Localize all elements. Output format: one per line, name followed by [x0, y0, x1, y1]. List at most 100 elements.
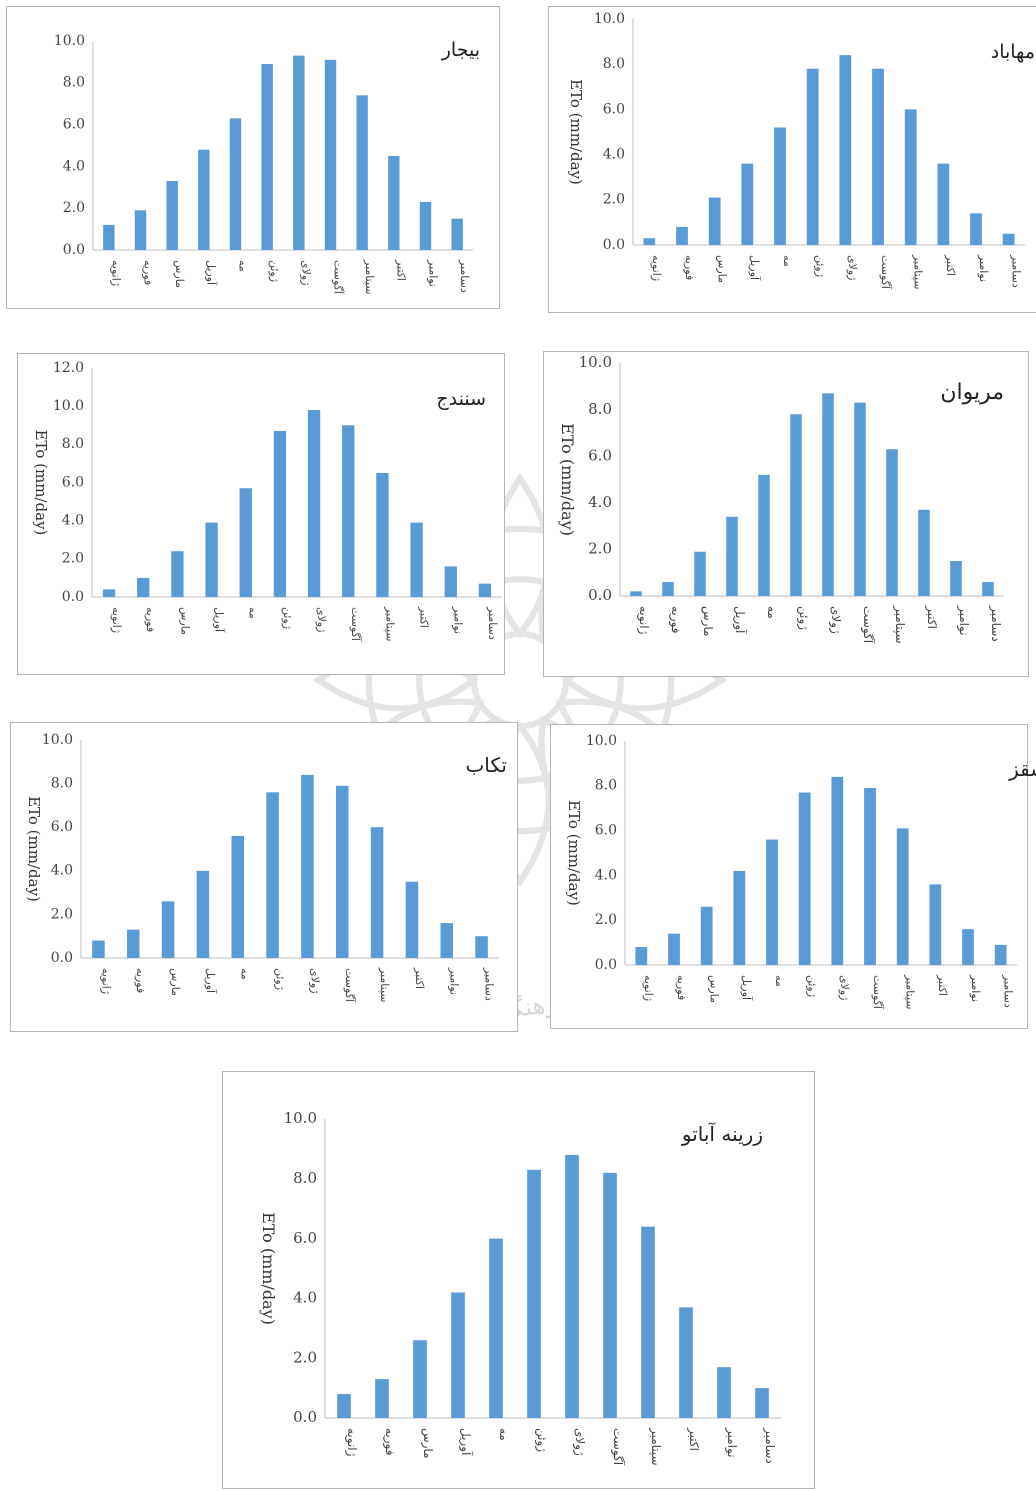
x-category-label: ژوئن [273, 968, 286, 990]
x-category-label: آوریل [732, 606, 748, 634]
bar [668, 933, 680, 965]
y-tick-label: 6.0 [51, 819, 73, 835]
x-category-label: مارس [178, 607, 191, 635]
bar [166, 181, 178, 250]
y-tick-label: 0.0 [588, 586, 612, 604]
bar [92, 940, 105, 958]
x-category-label: آگوست [879, 255, 893, 290]
x-category-label: ژوئن [796, 606, 811, 630]
y-tick-label: 2.0 [595, 912, 617, 928]
y-tick-label: 0.0 [51, 950, 73, 966]
bar [126, 929, 140, 958]
bar [886, 449, 898, 596]
x-category-label: مه [239, 968, 252, 980]
bar [676, 226, 688, 245]
x-category-label: ژانویه [99, 968, 112, 994]
chart-svg: 0.0 2.0 4.0 6.0 8.0 10.0 ژانویه فوریه مارس آوریل م… [567, 11, 1025, 290]
x-category-label: مارس [173, 260, 186, 288]
y-tick-label: 8.0 [62, 436, 84, 452]
bar [134, 210, 147, 250]
bar [641, 1226, 655, 1418]
bar [266, 792, 279, 958]
bar [161, 901, 175, 958]
x-category-label: اکتبر [936, 974, 949, 996]
x-category-label: ژانویه [110, 607, 123, 633]
x-category-label: مه [781, 255, 794, 267]
y-tick-label: 4.0 [293, 1289, 317, 1307]
bar [198, 149, 210, 250]
bar [413, 1340, 427, 1418]
bar [970, 213, 982, 245]
chart-svg: 0.0 2.0 4.0 6.0 8.0 10.0 ژانویه فوریه مارس آوریل م… [565, 733, 1017, 1010]
x-category-label: نوامبر [452, 606, 465, 634]
x-category-label: مه [247, 607, 260, 619]
chart-panel-zarrineh-abatu: 0.0 2.0 4.0 6.0 8.0 10.0 ژانویه فوریه مارس آوریل م… [222, 1071, 815, 1489]
bar [405, 881, 419, 958]
bar [205, 522, 218, 597]
bar [918, 509, 930, 596]
bar [790, 414, 802, 596]
x-category-label: اکتبر [686, 1427, 701, 1451]
bar [662, 582, 674, 596]
x-category-label: ژولای [572, 1428, 587, 1456]
bar [758, 474, 770, 596]
x-category-label: ژوئن [814, 255, 827, 277]
y-tick-label: 0.0 [293, 1408, 317, 1426]
x-category-label: ژولای [308, 968, 321, 994]
x-category-label: مه [497, 1428, 511, 1441]
y-tick-label: 2.0 [51, 906, 73, 922]
bar [261, 63, 273, 250]
y-axis-title: ETo (mm/day) [32, 430, 50, 536]
x-category-label: آوریل [204, 968, 218, 994]
bar [822, 393, 834, 596]
chart-title: سقز [1009, 757, 1036, 781]
chart-svg: 0.0 2.0 4.0 6.0 8.0 10.0 ژانویه فوریه مارس آوریل م… [558, 353, 1004, 644]
x-category-label: مارس [716, 255, 729, 283]
x-category-label: نوامبر [956, 605, 971, 636]
bar [370, 827, 384, 958]
y-tick-label: 2.0 [62, 551, 84, 567]
x-category-label: آگوست [349, 607, 363, 642]
chart-panel-mahabad: 0.0 2.0 4.0 6.0 8.0 10.0 ژانویه فوریه مارس آوریل م… [548, 6, 1036, 313]
x-category-label: ژولای [846, 255, 859, 281]
bar [937, 163, 950, 245]
x-category-label: ژولای [300, 260, 313, 286]
y-tick-label: 0.0 [595, 957, 617, 973]
y-tick-label: 10.0 [54, 33, 85, 49]
x-category-label: ژوئن [281, 607, 294, 629]
chart-title: زرینه آباتو [681, 1122, 763, 1146]
x-category-label: مه [765, 606, 779, 619]
y-tick-label: 8.0 [51, 775, 73, 791]
chart-title: مهاباد [990, 41, 1035, 63]
x-category-label: آگوست [610, 1428, 626, 1466]
y-tick-label: 4.0 [62, 513, 84, 529]
x-category-label: آوریل [740, 975, 754, 1001]
x-category-label: نوامبر [977, 254, 990, 282]
y-tick-label: 6.0 [63, 116, 85, 132]
y-tick-label: 10.0 [53, 398, 84, 414]
bar [962, 929, 974, 965]
y-tick-label: 8.0 [63, 75, 85, 91]
bar [864, 788, 876, 965]
x-category-label: سپتامبر [363, 259, 376, 295]
x-category-label: نوامبر [448, 967, 461, 995]
y-axis-title: ETo (mm/day) [25, 796, 43, 902]
bar [1002, 233, 1015, 245]
x-category-label: مارس [700, 606, 715, 637]
bar [798, 792, 811, 965]
bar [733, 870, 746, 965]
bar [451, 1292, 465, 1418]
chart-title: تکاب [465, 753, 507, 777]
y-tick-label: 2.0 [603, 192, 625, 208]
x-category-label: اکتبر [413, 967, 426, 989]
bar [982, 582, 994, 596]
x-category-label: آگوست [331, 260, 345, 295]
bar [708, 197, 721, 245]
x-category-label: اکتبر [417, 606, 430, 628]
bar [324, 59, 337, 251]
bar [337, 1394, 351, 1418]
y-tick-label: 10.0 [594, 11, 625, 27]
x-category-label: آگوست [343, 968, 357, 1003]
bar [896, 828, 909, 965]
bar [356, 95, 368, 250]
